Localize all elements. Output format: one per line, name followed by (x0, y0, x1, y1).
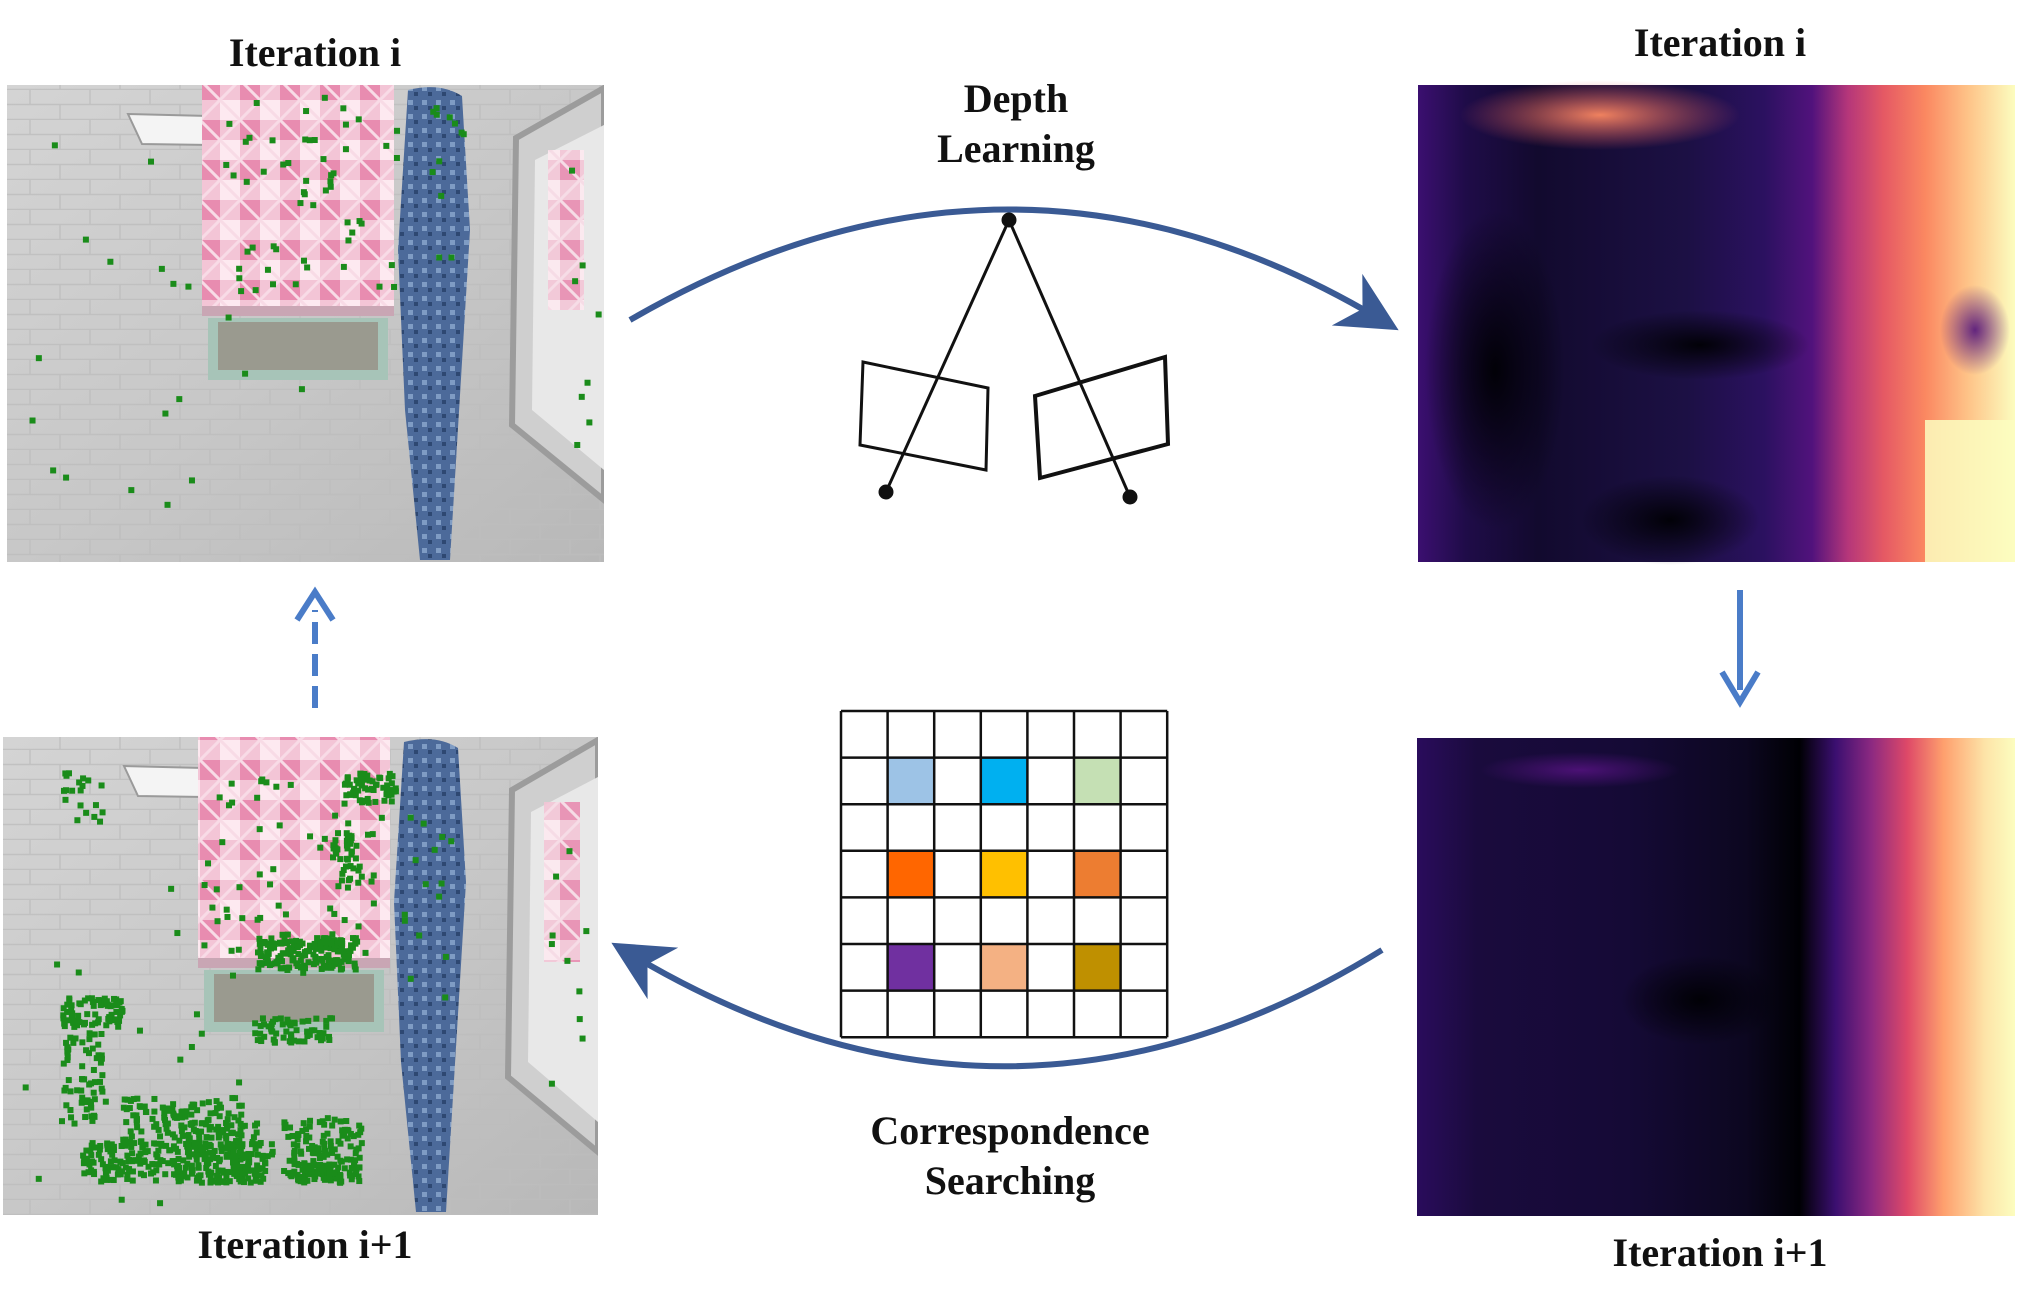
label-top-right: Iteration i (1633, 20, 1807, 65)
rgb-image-top-left (7, 85, 604, 562)
grid-cell-6 (887, 944, 935, 991)
grid-cell-4 (980, 850, 1028, 898)
label-correspondence: Correspondence (870, 1108, 1150, 1153)
grid-cell-1 (980, 757, 1028, 805)
grid-cell-2 (1074, 757, 1121, 805)
label-bottom-left: Iteration i+1 (197, 1222, 413, 1267)
label-bottom-right: Iteration i+1 (1612, 1230, 1828, 1275)
label-depth: Depth (963, 76, 1069, 121)
correspondence-searching-arrow (611, 942, 1384, 1070)
stereo-cameras-icon (858, 212, 1171, 505)
depth-learning-arrow (628, 206, 1399, 331)
grid-cell-7 (980, 944, 1028, 991)
keypoints-sparse (29, 94, 602, 508)
label-top-left: Iteration i (228, 30, 402, 75)
grid-cell-5 (1074, 850, 1121, 898)
correspondence-grid-icon (839, 709, 1169, 1039)
label-searching: Searching (924, 1158, 1096, 1203)
grid-cell-0 (887, 757, 935, 805)
label-learning: Learning (937, 126, 1095, 171)
depth-map-top-right (1418, 80, 2015, 565)
grid-cell-8 (1074, 944, 1121, 991)
up-dashed-arrow (294, 586, 336, 708)
grid-cell-3 (887, 850, 935, 898)
depth-map-bottom-right (1417, 738, 2015, 1216)
down-arrow (1719, 590, 1761, 708)
keypoints-dense (22, 770, 590, 1207)
rgb-image-bottom-left (3, 737, 598, 1215)
